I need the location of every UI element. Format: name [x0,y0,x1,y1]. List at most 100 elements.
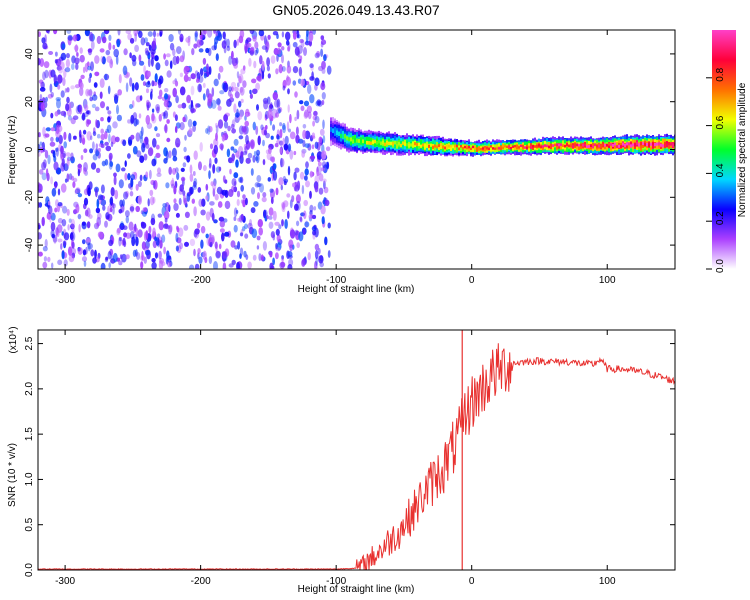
noise-cell [129,52,132,59]
noise-cell [48,205,53,215]
noise-cell [108,239,114,247]
noise-cell [113,93,119,100]
noise-cell [282,85,286,91]
noise-cell [267,109,273,120]
noise-cell [113,48,119,58]
noise-cell [145,81,151,88]
noise-cell [61,219,67,227]
noise-cell [159,239,163,249]
noise-cell [79,82,84,90]
noise-cell [44,149,49,159]
noise-cell [255,82,260,91]
noise-cell [218,243,222,250]
noise-cell [179,86,186,96]
noise-cell [169,42,175,51]
noise-cell [95,119,98,128]
band-cell [528,143,530,149]
band-cell [658,142,660,146]
noise-cell [147,147,154,157]
noise-cell [87,89,93,96]
noise-cell [179,242,184,250]
noise-cell [136,150,142,158]
noise-cell [269,251,273,258]
noise-cell [262,139,265,147]
noise-cell [270,196,274,205]
noise-cell [122,199,125,207]
noise-cell [65,152,71,157]
noise-cell [62,150,66,159]
noise-cell [320,35,325,41]
noise-cell [147,57,151,68]
noise-cell [275,68,279,75]
noise-cell [309,76,315,81]
band-cell [454,144,456,151]
noise-cell [131,82,135,92]
noise-cell [275,243,278,250]
noise-cell [166,119,170,124]
noise-cell [84,209,89,217]
noise-cell [177,30,182,35]
noise-cell [84,104,89,112]
noise-cell [273,163,277,170]
band-cell [666,143,668,147]
noise-cell [143,153,148,161]
noise-cell [109,196,114,206]
noise-cell [200,239,204,249]
band-cell [574,143,576,147]
band-cell [378,140,380,148]
noise-cell [95,188,98,198]
band-cell [544,144,546,147]
noise-cell [321,99,325,106]
noise-cell [231,178,237,187]
noise-cell [73,135,77,140]
noise-cell [192,120,197,127]
noise-cell [299,38,304,44]
noise-cell [164,59,169,67]
noise-cell [135,227,139,238]
noise-cell [323,180,326,190]
noise-cell [250,207,256,214]
band-cell [562,144,564,147]
noise-cell [94,55,100,64]
band-cell [420,144,422,148]
noise-cell [214,241,218,249]
band-cell [650,142,652,146]
noise-cell [45,96,48,102]
noise-cell [47,154,51,165]
noise-cell [285,76,291,86]
noise-cell [311,225,317,232]
noise-cell [217,105,222,111]
noise-cell [164,217,168,223]
noise-cell [97,133,101,139]
noise-cell [141,241,146,250]
noise-cell [156,172,162,177]
noise-cell [67,224,70,231]
noise-cell [70,117,76,125]
noise-cell [108,160,113,170]
band-cell [332,128,334,134]
noise-cell [285,31,291,41]
noise-cell [74,84,80,89]
band-cell [466,146,468,149]
noise-cell [43,61,50,69]
noise-cell [150,57,154,67]
noise-cell [170,183,175,189]
noise-cell [249,139,255,150]
band-cell [656,142,658,146]
noise-cell [320,42,324,48]
noise-cell [193,206,197,217]
noise-cell [321,150,327,160]
band-cell [342,134,344,139]
noise-cell [147,70,151,78]
band-cell [356,138,358,143]
noise-cell [80,74,85,80]
noise-cell [286,193,291,198]
noise-cell [319,254,324,262]
noise-cell [63,68,67,78]
noise-cell [70,223,75,230]
band-cell [348,137,350,142]
noise-cell [318,187,324,195]
noise-cell [60,90,65,98]
noise-cell [45,30,50,34]
noise-cell [79,54,85,63]
